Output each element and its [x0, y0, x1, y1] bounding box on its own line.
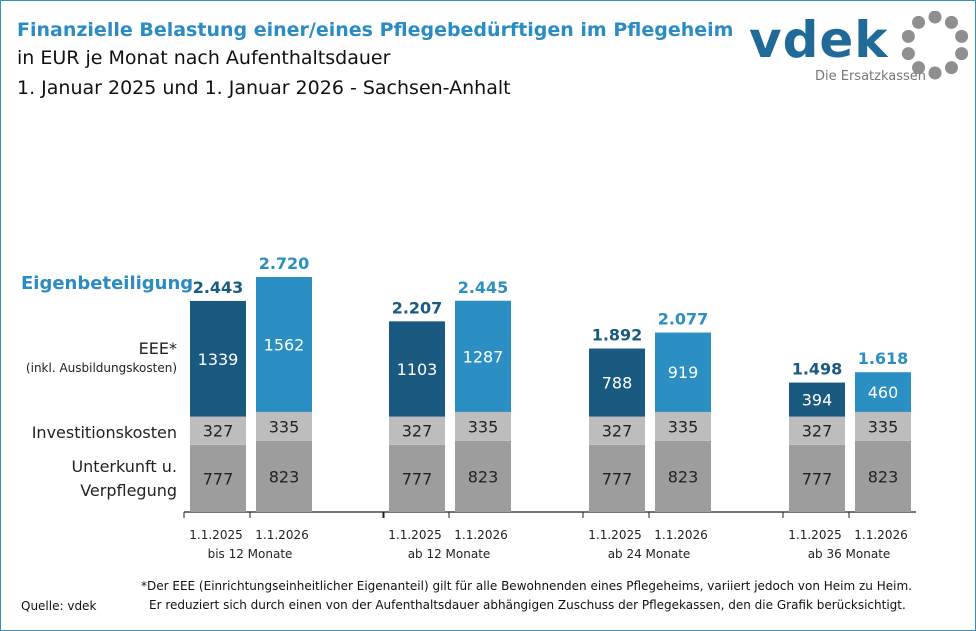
- x-group-label: ab 24 Monate: [608, 547, 691, 561]
- x-group-label: ab 36 Monate: [808, 547, 891, 561]
- bar-segment-unterkunft-u-verpflegung: [190, 444, 246, 512]
- chart-title: Finanzielle Belastung einer/eines Pflege…: [17, 19, 734, 41]
- bar-value-label: 919: [668, 363, 699, 382]
- x-tick-label-date: 1.1.2025: [189, 528, 242, 542]
- chart-subtitle-date: 1. Januar 2025 und 1. Januar 2026 - Sach…: [17, 77, 511, 99]
- bar-value-label: 327: [203, 422, 234, 441]
- chart-subtitle: in EUR je Monat nach Aufenthaltsdauer: [17, 47, 391, 69]
- bar-total-label: 2.207: [392, 298, 443, 317]
- bar-segment-eee-: [589, 348, 645, 417]
- source-note: Quelle: vdek: [21, 599, 97, 613]
- bar-segment-investitionskosten: [256, 411, 312, 441]
- bar-value-label: 1339: [198, 350, 239, 369]
- legend-eigenbeteiligung: Eigenbeteiligung: [21, 273, 194, 294]
- bar-value-label: 335: [668, 417, 699, 436]
- x-tick-label-date: 1.1.2026: [255, 528, 308, 542]
- bar-segment-eee-: [789, 382, 845, 417]
- x-tick-label-date: 1.1.2025: [388, 528, 441, 542]
- x-group-label: bis 12 Monate: [208, 547, 293, 561]
- bar-value-label: 1287: [463, 347, 504, 366]
- bar-segment-eee-: [190, 300, 246, 417]
- bar-segment-investitionskosten: [455, 411, 511, 441]
- bar-value-label: 1562: [264, 335, 305, 354]
- bar-value-label: 823: [868, 467, 899, 486]
- bar-segment-unterkunft-u-verpflegung: [389, 444, 445, 512]
- bar-segment-unterkunft-u-verpflegung: [655, 440, 711, 512]
- bar-total-label: 2.445: [458, 278, 509, 297]
- bar-segment-eee-: [256, 276, 312, 412]
- bar-segment-investitionskosten: [789, 416, 845, 445]
- bar-segment-eee-: [389, 321, 445, 417]
- bar-segment-investitionskosten: [655, 411, 711, 441]
- bar-value-label: 327: [602, 422, 633, 441]
- footnote-line-1: *Der EEE (Einrichtungseinheitlicher Eige…: [141, 579, 912, 593]
- bar-value-label: 394: [802, 391, 833, 410]
- bar-segment-investitionskosten: [190, 416, 246, 445]
- bar-segment-unterkunft-u-verpflegung: [589, 444, 645, 512]
- x-tick-label-date: 1.1.2026: [654, 528, 707, 542]
- bar-value-label: 777: [203, 469, 234, 488]
- legend-unterkunft: Unterkunft u.: [71, 457, 177, 476]
- legend-eee: EEE*: [138, 339, 177, 358]
- bar-segment-unterkunft-u-verpflegung: [789, 444, 845, 512]
- bar-value-label: 788: [602, 374, 633, 393]
- bar-value-label: 823: [269, 467, 300, 486]
- logo-text: vdek: [749, 11, 889, 69]
- bar-segment-investitionskosten: [855, 411, 911, 441]
- bar-value-label: 823: [668, 467, 699, 486]
- bar-value-label: 327: [402, 422, 433, 441]
- bar-value-label: 777: [402, 469, 433, 488]
- bar-total-label: 2.720: [259, 254, 310, 273]
- bar-segment-unterkunft-u-verpflegung: [256, 440, 312, 512]
- bar-total-label: 1.498: [792, 360, 843, 379]
- x-tick-label-date: 1.1.2025: [788, 528, 841, 542]
- bar-total-label: 2.443: [193, 278, 244, 297]
- legend-eee-note: (inkl. Ausbildungskosten): [25, 361, 177, 375]
- x-tick-label-date: 1.1.2025: [588, 528, 641, 542]
- logo-tagline: Die Ersatzkassen: [815, 69, 927, 84]
- bar-value-label: 777: [802, 469, 833, 488]
- bar-segment-unterkunft-u-verpflegung: [855, 440, 911, 512]
- bar-segment-unterkunft-u-verpflegung: [455, 440, 511, 512]
- bar-value-label: 1103: [397, 360, 438, 379]
- x-tick-label-date: 1.1.2026: [454, 528, 507, 542]
- logo-ring-icon: [901, 11, 969, 80]
- bar-segment-investitionskosten: [389, 416, 445, 445]
- bar-total-label: 1.892: [592, 326, 643, 345]
- bar-segment-eee-: [855, 372, 911, 412]
- bar-value-label: 777: [602, 469, 633, 488]
- bar-segment-eee-: [655, 332, 711, 412]
- bar-value-label: 335: [468, 417, 499, 436]
- bar-segment-investitionskosten: [589, 416, 645, 445]
- bar-value-label: 335: [868, 417, 899, 436]
- bar-total-label: 1.618: [858, 349, 909, 368]
- legend-investitionskosten: Investitionskosten: [31, 423, 177, 442]
- bar-value-label: 460: [868, 383, 899, 402]
- bar-total-label: 2.077: [658, 310, 709, 329]
- bar-value-label: 327: [802, 422, 833, 441]
- x-group-label: ab 12 Monate: [408, 547, 491, 561]
- bar-segment-eee-: [455, 300, 511, 412]
- footnote-line-2: Er reduziert sich durch einen von der Au…: [149, 598, 906, 612]
- bar-value-label: 823: [468, 467, 499, 486]
- x-tick-label-date: 1.1.2026: [854, 528, 907, 542]
- vdek-logo: vdek Die Ersatzkassen: [749, 11, 969, 91]
- legend-verpflegung: Verpflegung: [80, 481, 177, 500]
- bar-value-label: 335: [269, 417, 300, 436]
